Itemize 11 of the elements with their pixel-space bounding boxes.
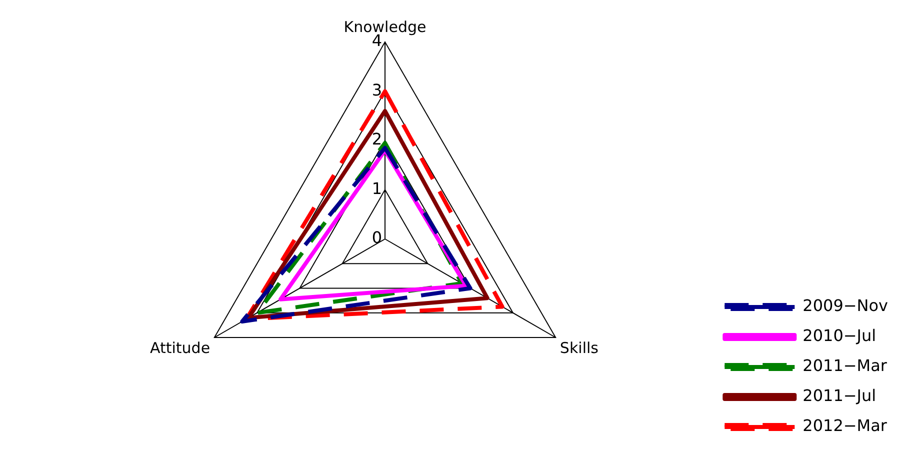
y-tick-label: 3: [372, 80, 382, 100]
spoke-label: Skills: [560, 338, 599, 357]
legend-label: 2009−Nov: [802, 296, 888, 316]
legend-label: 2011−Jul: [802, 386, 876, 406]
legend-label: 2012−Mar: [802, 416, 888, 436]
y-tick-label: 0: [372, 228, 382, 248]
y-tick-label: 2: [372, 130, 382, 149]
y-tick-label: 1: [372, 178, 382, 198]
legend-label: 2011−Mar: [802, 356, 888, 376]
spoke-label: Attitude: [150, 338, 210, 357]
legend-label: 2010−Jul: [802, 326, 876, 346]
